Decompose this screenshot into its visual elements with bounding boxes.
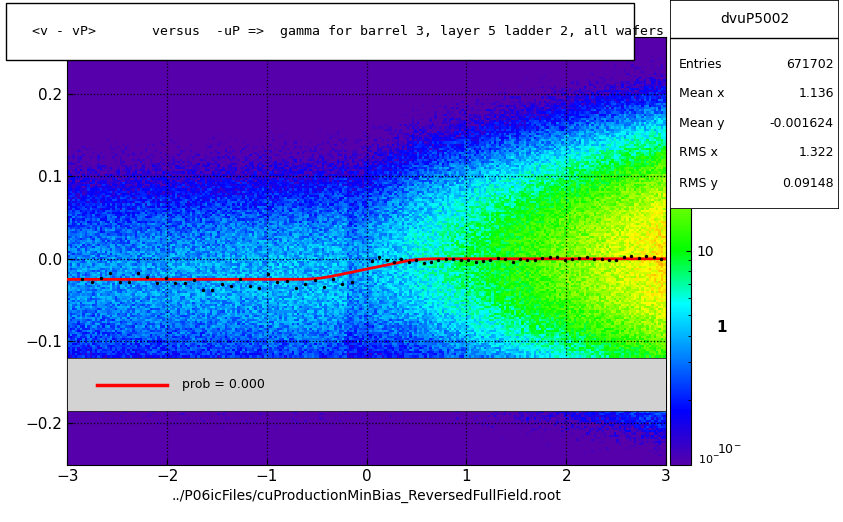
Point xyxy=(491,254,505,262)
Text: 1: 1 xyxy=(717,320,727,335)
Point xyxy=(543,253,556,262)
Text: prob = 0.000: prob = 0.000 xyxy=(182,378,265,391)
Point xyxy=(565,255,578,264)
Point xyxy=(178,279,191,288)
Text: Mean y: Mean y xyxy=(679,117,724,129)
Point xyxy=(298,279,312,288)
Point xyxy=(132,269,145,277)
Point xyxy=(588,255,601,264)
Point xyxy=(141,273,154,281)
Point xyxy=(206,286,219,294)
Point xyxy=(373,253,386,262)
Point xyxy=(609,256,623,265)
Point xyxy=(113,278,126,287)
Point xyxy=(187,276,201,284)
Point xyxy=(215,280,228,288)
Point xyxy=(513,254,527,263)
Point xyxy=(169,279,182,288)
Point xyxy=(317,282,330,291)
Point xyxy=(85,278,99,286)
Point xyxy=(308,276,321,284)
Point xyxy=(602,256,615,265)
Point xyxy=(447,255,460,264)
Point xyxy=(506,258,519,266)
Point xyxy=(280,277,293,285)
Point xyxy=(243,281,256,290)
Point xyxy=(498,255,512,263)
Point xyxy=(454,256,468,264)
Point xyxy=(76,275,89,283)
Text: 1.136: 1.136 xyxy=(798,88,834,100)
Point xyxy=(159,274,173,282)
Point xyxy=(261,269,275,278)
Point xyxy=(476,256,490,265)
Point xyxy=(395,255,408,263)
Point xyxy=(402,258,416,266)
Point xyxy=(380,256,394,265)
Text: $\mathregular{10^{-}}$: $\mathregular{10^{-}}$ xyxy=(717,443,741,456)
Point xyxy=(432,255,445,264)
Point xyxy=(150,279,164,288)
Point xyxy=(461,256,475,264)
Point xyxy=(234,275,247,283)
X-axis label: ../P06icFiles/cuProductionMinBias_ReversedFullField.root: ../P06icFiles/cuProductionMinBias_Revers… xyxy=(172,489,561,503)
Text: RMS y: RMS y xyxy=(679,177,717,190)
Point xyxy=(289,284,303,292)
Text: $10^{-}$: $10^{-}$ xyxy=(698,453,719,465)
Text: <v - vP>       versus  -uP =>  gamma for barrel 3, layer 5 ladder 2, all wafers: <v - vP> versus -uP => gamma for barrel … xyxy=(32,25,664,38)
Point xyxy=(104,269,117,278)
Text: Mean x: Mean x xyxy=(679,88,724,100)
Point xyxy=(271,278,284,286)
Point xyxy=(122,278,136,287)
Point xyxy=(252,284,266,292)
Text: 0.09148: 0.09148 xyxy=(782,177,834,190)
Point xyxy=(550,253,564,262)
Text: 1.322: 1.322 xyxy=(798,146,834,159)
Point xyxy=(528,256,541,264)
Point xyxy=(535,254,549,262)
Point xyxy=(558,256,572,264)
Point xyxy=(365,257,379,266)
Point xyxy=(632,254,646,263)
Point xyxy=(654,255,668,263)
Point xyxy=(595,255,609,263)
Point xyxy=(484,256,497,264)
Text: RMS x: RMS x xyxy=(679,146,717,159)
Point xyxy=(94,274,108,282)
Point xyxy=(625,252,638,260)
Text: 10: 10 xyxy=(717,179,738,194)
Point xyxy=(439,254,453,263)
Point xyxy=(410,255,423,264)
Point xyxy=(580,253,593,261)
Point xyxy=(326,275,340,283)
Bar xyxy=(67,358,666,411)
Point xyxy=(387,258,400,266)
Point xyxy=(224,282,238,290)
Point xyxy=(617,253,631,261)
Point xyxy=(647,253,660,262)
Point xyxy=(196,286,210,294)
Point xyxy=(469,258,482,266)
Point xyxy=(417,259,431,267)
Text: 671702: 671702 xyxy=(787,58,834,71)
Point xyxy=(572,254,586,263)
Point xyxy=(521,256,534,264)
Point xyxy=(424,258,438,266)
Text: dvuP5002: dvuP5002 xyxy=(720,12,789,26)
Text: Entries: Entries xyxy=(679,58,722,71)
Point xyxy=(336,280,349,288)
Text: -0.001624: -0.001624 xyxy=(770,117,834,129)
Point xyxy=(345,278,358,287)
Point xyxy=(639,252,652,260)
